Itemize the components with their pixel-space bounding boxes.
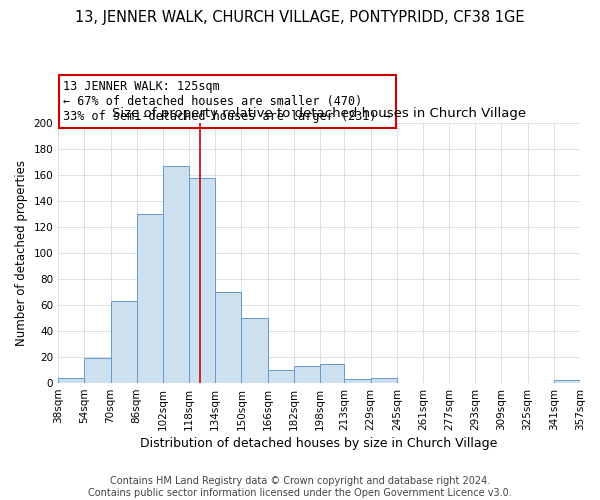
Title: Size of property relative to detached houses in Church Village: Size of property relative to detached ho… [112, 108, 526, 120]
Y-axis label: Number of detached properties: Number of detached properties [15, 160, 28, 346]
Text: 13 JENNER WALK: 125sqm
← 67% of detached houses are smaller (470)
33% of semi-de: 13 JENNER WALK: 125sqm ← 67% of detached… [64, 80, 391, 123]
Bar [58, 378, 85, 383]
Bar [85, 358, 110, 383]
Text: Contains HM Land Registry data © Crown copyright and database right 2024.
Contai: Contains HM Land Registry data © Crown c… [88, 476, 512, 498]
Text: 13, JENNER WALK, CHURCH VILLAGE, PONTYPRIDD, CF38 1GE: 13, JENNER WALK, CHURCH VILLAGE, PONTYPR… [75, 10, 525, 25]
Bar [110, 301, 137, 383]
X-axis label: Distribution of detached houses by size in Church Village: Distribution of detached houses by size … [140, 437, 498, 450]
Bar [215, 292, 241, 383]
Bar [320, 364, 344, 383]
Bar [268, 370, 294, 383]
Bar [294, 366, 320, 383]
Bar [241, 318, 268, 383]
Bar [344, 379, 371, 383]
Bar [189, 178, 215, 383]
Bar [371, 378, 397, 383]
Bar [554, 380, 580, 383]
Bar [163, 166, 189, 383]
Bar [137, 214, 163, 383]
